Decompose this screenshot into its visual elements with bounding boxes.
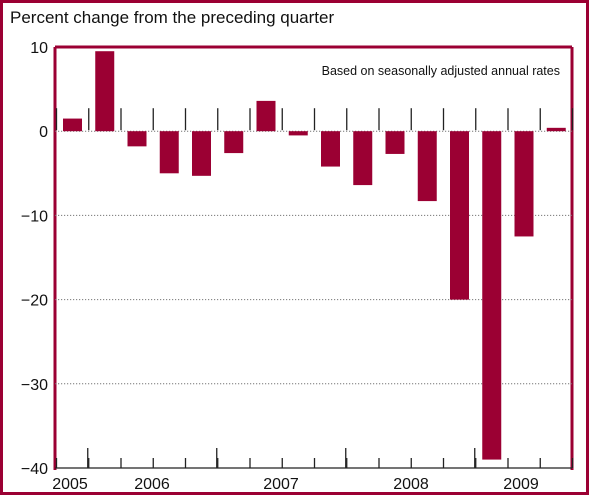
- y-tick-labels: 10 0 −10 −20 −30 −40: [21, 40, 48, 478]
- bar: [288, 131, 308, 136]
- year-label: 2007: [263, 476, 299, 493]
- year-label: 2008: [393, 476, 429, 493]
- y-tick-label: −10: [21, 208, 48, 225]
- year-labels: 2005 2006 2007 2008 2009: [52, 476, 539, 493]
- y-axis-label: Percent change from the preceding quarte…: [10, 8, 335, 27]
- year-label: 2006: [134, 476, 170, 493]
- y-tick-label: −40: [21, 461, 48, 478]
- bar: [450, 131, 469, 300]
- bar: [159, 131, 179, 174]
- y-tick-label: 10: [30, 40, 48, 57]
- bar: [546, 127, 566, 132]
- quarter-ticks: [55, 108, 574, 469]
- year-label: 2005: [52, 476, 88, 493]
- bar: [127, 131, 147, 147]
- bar: [385, 131, 405, 154]
- bar: [192, 131, 211, 176]
- bar: [417, 131, 437, 202]
- bar: [321, 131, 340, 167]
- y-tick-label: 0: [39, 124, 48, 141]
- bar: [353, 131, 373, 186]
- bar: [63, 118, 82, 132]
- bar: [224, 131, 244, 154]
- bar: [482, 131, 502, 460]
- y-tick-label: −20: [21, 293, 48, 310]
- bar: [514, 131, 534, 237]
- bars: [63, 51, 566, 460]
- bar: [256, 100, 276, 132]
- bar: [95, 51, 115, 132]
- year-label: 2009: [503, 476, 539, 493]
- y-tick-label: −30: [21, 377, 48, 394]
- chart-annotation: Based on seasonally adjusted annual rate…: [322, 64, 560, 78]
